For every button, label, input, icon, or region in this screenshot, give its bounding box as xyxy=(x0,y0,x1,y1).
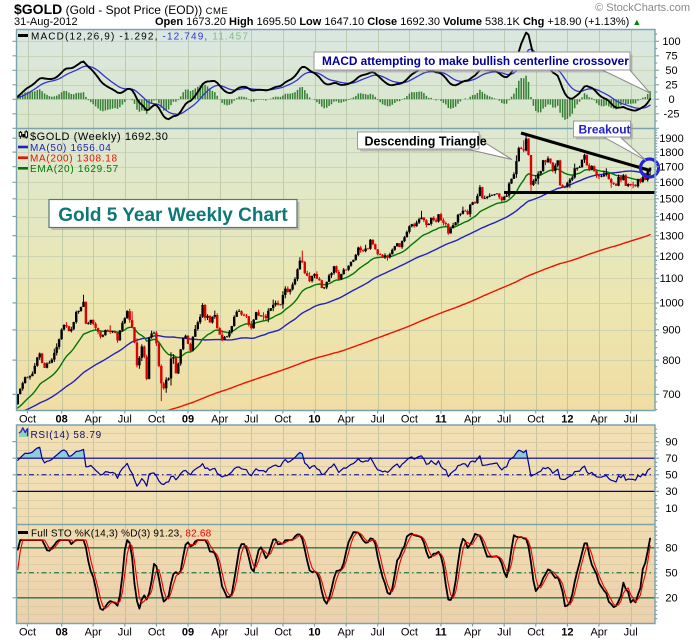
svg-text:70: 70 xyxy=(665,453,677,465)
svg-text:10: 10 xyxy=(308,414,320,426)
svg-text:Apr: Apr xyxy=(590,414,607,426)
svg-text:09: 09 xyxy=(182,414,194,426)
svg-text:1100: 1100 xyxy=(660,273,684,285)
svg-text:Oct: Oct xyxy=(527,414,544,426)
svg-text:900: 900 xyxy=(662,325,680,337)
svg-text:Oct: Oct xyxy=(527,627,544,639)
svg-text:10: 10 xyxy=(308,627,320,639)
svg-text:11: 11 xyxy=(435,627,447,639)
svg-text:90: 90 xyxy=(665,436,677,448)
svg-text:800: 800 xyxy=(662,355,680,367)
svg-text:Jul: Jul xyxy=(244,414,258,426)
svg-text:1300: 1300 xyxy=(659,230,683,242)
svg-text:Oct: Oct xyxy=(19,627,36,639)
svg-text:Jul: Jul xyxy=(371,414,385,426)
svg-text:Apr: Apr xyxy=(211,414,228,426)
svg-text:EMA(20) 1629.57: EMA(20) 1629.57 xyxy=(30,164,119,175)
svg-text:12: 12 xyxy=(561,627,573,639)
svg-text:08: 08 xyxy=(55,627,67,639)
svg-text:80: 80 xyxy=(665,543,677,555)
svg-text:-25: -25 xyxy=(664,109,680,121)
svg-text:50: 50 xyxy=(665,470,677,482)
svg-text:Jul: Jul xyxy=(624,414,638,426)
svg-text:Descending Triangle: Descending Triangle xyxy=(365,134,487,148)
svg-text:1800: 1800 xyxy=(659,147,683,159)
svg-text:Oct: Oct xyxy=(148,627,165,639)
svg-text:100: 100 xyxy=(662,36,680,48)
svg-text:Oct: Oct xyxy=(19,414,36,426)
svg-text:25: 25 xyxy=(665,80,677,92)
svg-text:Jul: Jul xyxy=(497,414,511,426)
svg-text:1200: 1200 xyxy=(659,251,683,263)
svg-text:Apr: Apr xyxy=(590,627,607,639)
svg-text:11: 11 xyxy=(435,414,447,426)
svg-text:Oct: Oct xyxy=(148,414,165,426)
svg-text:1700: 1700 xyxy=(659,162,683,174)
svg-text:10: 10 xyxy=(665,503,677,515)
svg-text:700: 700 xyxy=(662,389,680,401)
svg-text:Oct: Oct xyxy=(274,627,291,639)
svg-text:1400: 1400 xyxy=(659,211,683,223)
svg-text:1000: 1000 xyxy=(659,298,683,310)
svg-text:50: 50 xyxy=(665,65,677,77)
svg-text:MACD attempting to make bullis: MACD attempting to make bullish centerli… xyxy=(322,54,629,68)
svg-text:Jul: Jul xyxy=(118,627,132,639)
svg-text:RSI(14) 58.79: RSI(14) 58.79 xyxy=(31,430,102,441)
svg-text:1600: 1600 xyxy=(659,177,683,189)
svg-text:Apr: Apr xyxy=(85,414,102,426)
svg-text:Apr: Apr xyxy=(464,627,481,639)
svg-text:Apr: Apr xyxy=(338,627,355,639)
svg-text:MACD(12,26,9) -1.292, -12.749,: MACD(12,26,9) -1.292, -12.749, 11.457 xyxy=(31,32,249,43)
svg-text:75: 75 xyxy=(665,51,677,63)
svg-text:09: 09 xyxy=(182,627,194,639)
svg-text:$GOLD (Weekly) 1692.30: $GOLD (Weekly) 1692.30 xyxy=(30,131,168,143)
svg-text:20: 20 xyxy=(665,593,677,605)
svg-text:Oct: Oct xyxy=(401,414,418,426)
svg-text:Full STO %K(14,3) %D(3) 91.23,: Full STO %K(14,3) %D(3) 91.23, 82.68 xyxy=(31,529,212,540)
svg-text:Breakout: Breakout xyxy=(579,123,631,137)
svg-text:Apr: Apr xyxy=(464,414,481,426)
svg-text:Apr: Apr xyxy=(338,414,355,426)
svg-text:Jul: Jul xyxy=(244,627,258,639)
svg-text:1500: 1500 xyxy=(659,194,683,206)
svg-text:Jul: Jul xyxy=(118,414,132,426)
svg-text:12: 12 xyxy=(561,414,573,426)
svg-text:0: 0 xyxy=(668,94,674,106)
svg-text:30: 30 xyxy=(665,486,677,498)
svg-text:Oct: Oct xyxy=(401,627,418,639)
svg-text:Jul: Jul xyxy=(497,627,511,639)
svg-text:Oct: Oct xyxy=(274,414,291,426)
svg-text:Apr: Apr xyxy=(211,627,228,639)
svg-text:50: 50 xyxy=(665,568,677,580)
svg-text:1900: 1900 xyxy=(659,133,683,145)
svg-text:MA(200) 1308.18: MA(200) 1308.18 xyxy=(30,154,118,165)
svg-text:MA(50) 1656.04: MA(50) 1656.04 xyxy=(30,143,112,154)
svg-text:Jul: Jul xyxy=(371,627,385,639)
svg-text:Gold 5 Year Weekly Chart: Gold 5 Year Weekly Chart xyxy=(58,205,288,226)
svg-text:Apr: Apr xyxy=(85,627,102,639)
svg-text:Jul: Jul xyxy=(624,627,638,639)
svg-text:08: 08 xyxy=(55,414,67,426)
